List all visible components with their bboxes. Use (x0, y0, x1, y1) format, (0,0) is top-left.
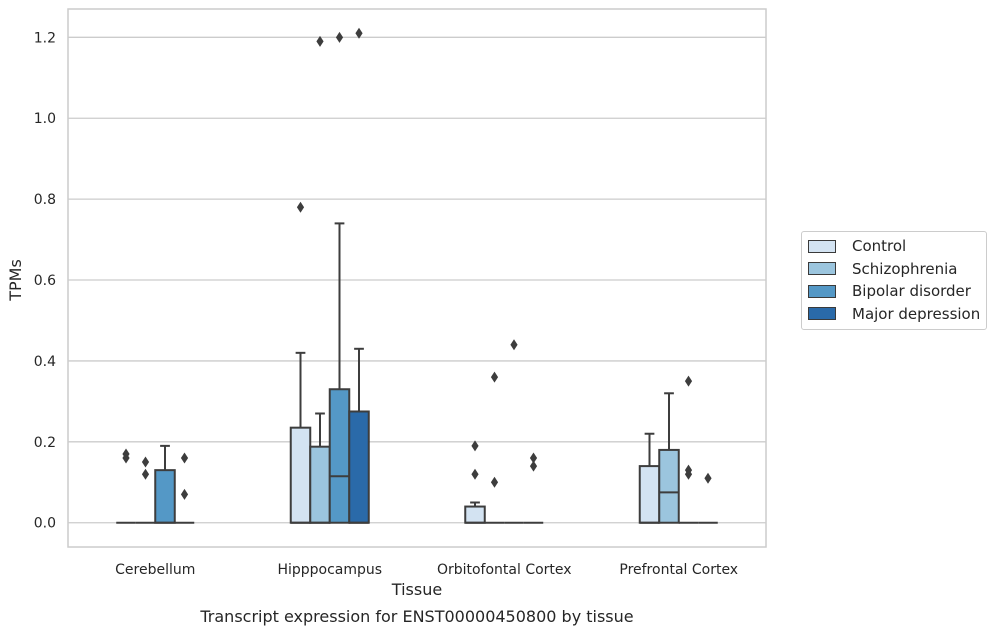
legend-swatch-major-depression (808, 307, 836, 321)
legend-label-control: Control (852, 237, 907, 256)
outlier-point (335, 31, 344, 43)
outlier-point (141, 468, 150, 480)
outlier-point (529, 452, 538, 464)
x-tick-label: Hipppocampus (277, 562, 382, 578)
y-tick-label: 1.0 (34, 111, 56, 127)
legend-label-schizophrenia: Schizophrenia (852, 259, 958, 278)
legend-swatch-bipolar-disorder (808, 284, 836, 298)
legend-item-control: Control (802, 235, 986, 258)
outlier-point (122, 448, 130, 460)
outlier-point (684, 464, 693, 476)
outlier-point (704, 472, 712, 484)
y-tick-label: 0.2 (34, 435, 56, 451)
y-tick-label: 1.2 (34, 30, 56, 46)
plot-frame (67, 8, 767, 548)
box-control (116, 448, 136, 524)
box-body (309, 445, 331, 524)
outlier-point (316, 35, 324, 47)
box-bipolar-disorder (678, 375, 699, 524)
box-body (154, 469, 176, 524)
outlier-point (180, 452, 189, 464)
x-tick-label: Orbitofontal Cortex (437, 562, 572, 578)
box-bipolar-disorder (328, 31, 351, 524)
box-major-depression (523, 452, 544, 524)
x-tick-label: Cerebellum (115, 562, 195, 578)
chart-caption: Transcript expression for ENST0000045080… (199, 607, 633, 626)
outlier-point (490, 371, 499, 383)
box-major-depression (174, 452, 195, 524)
box-body (348, 410, 370, 524)
legend-swatch-schizophrenia (808, 262, 836, 276)
y-tick-label: 0.6 (34, 273, 56, 289)
outlier-point (296, 201, 305, 213)
outlier-point (471, 468, 479, 480)
legend: Control Schizophrenia Bipolar disorder M… (801, 231, 987, 330)
box-control (638, 432, 661, 524)
box-schizophrenia (135, 456, 156, 524)
box-schizophrenia (658, 392, 680, 524)
outlier-point (141, 456, 150, 468)
x-tick-label: Prefrontal Cortex (619, 562, 738, 578)
box-schizophrenia (484, 371, 505, 524)
legend-item-major-depression: Major depression (802, 303, 986, 326)
y-tick-label: 0.4 (34, 354, 56, 370)
outlier-point (684, 375, 693, 387)
box-body (638, 465, 661, 524)
boxes (116, 27, 718, 524)
legend-label-major-depression: Major depression (852, 304, 981, 323)
x-tick-labels: Cerebellum Hipppocampus Orbitofontal Corte… (115, 562, 738, 578)
outlier-point (471, 440, 479, 452)
outlier-point (490, 476, 499, 488)
outlier-point (510, 339, 518, 351)
box-bipolar-disorder (154, 444, 176, 524)
outlier-point (529, 460, 538, 472)
box-major-depression (698, 472, 718, 524)
box-bipolar-disorder (504, 339, 524, 524)
box-body (658, 448, 680, 524)
box-major-depression (348, 27, 370, 524)
legend-item-schizophrenia: Schizophrenia (802, 258, 986, 281)
y-tick-label: 0.0 (34, 516, 56, 532)
box-control (464, 440, 486, 524)
legend-swatch-control (808, 239, 836, 253)
legend-label-bipolar-disorder: Bipolar disorder (852, 282, 971, 301)
outlier-point (355, 27, 363, 39)
x-axis-title: Tissue (391, 580, 442, 599)
outlier-point (180, 488, 189, 500)
box-body (464, 505, 486, 524)
y-tick-labels: 0.0 0.2 0.4 0.6 0.8 1.0 1.2 (34, 30, 56, 531)
box-body (328, 388, 351, 524)
y-axis-title: TPMs (6, 259, 25, 302)
box-body (289, 426, 312, 524)
y-tick-label: 0.8 (34, 192, 56, 208)
legend-item-bipolar-disorder: Bipolar disorder (802, 280, 986, 303)
